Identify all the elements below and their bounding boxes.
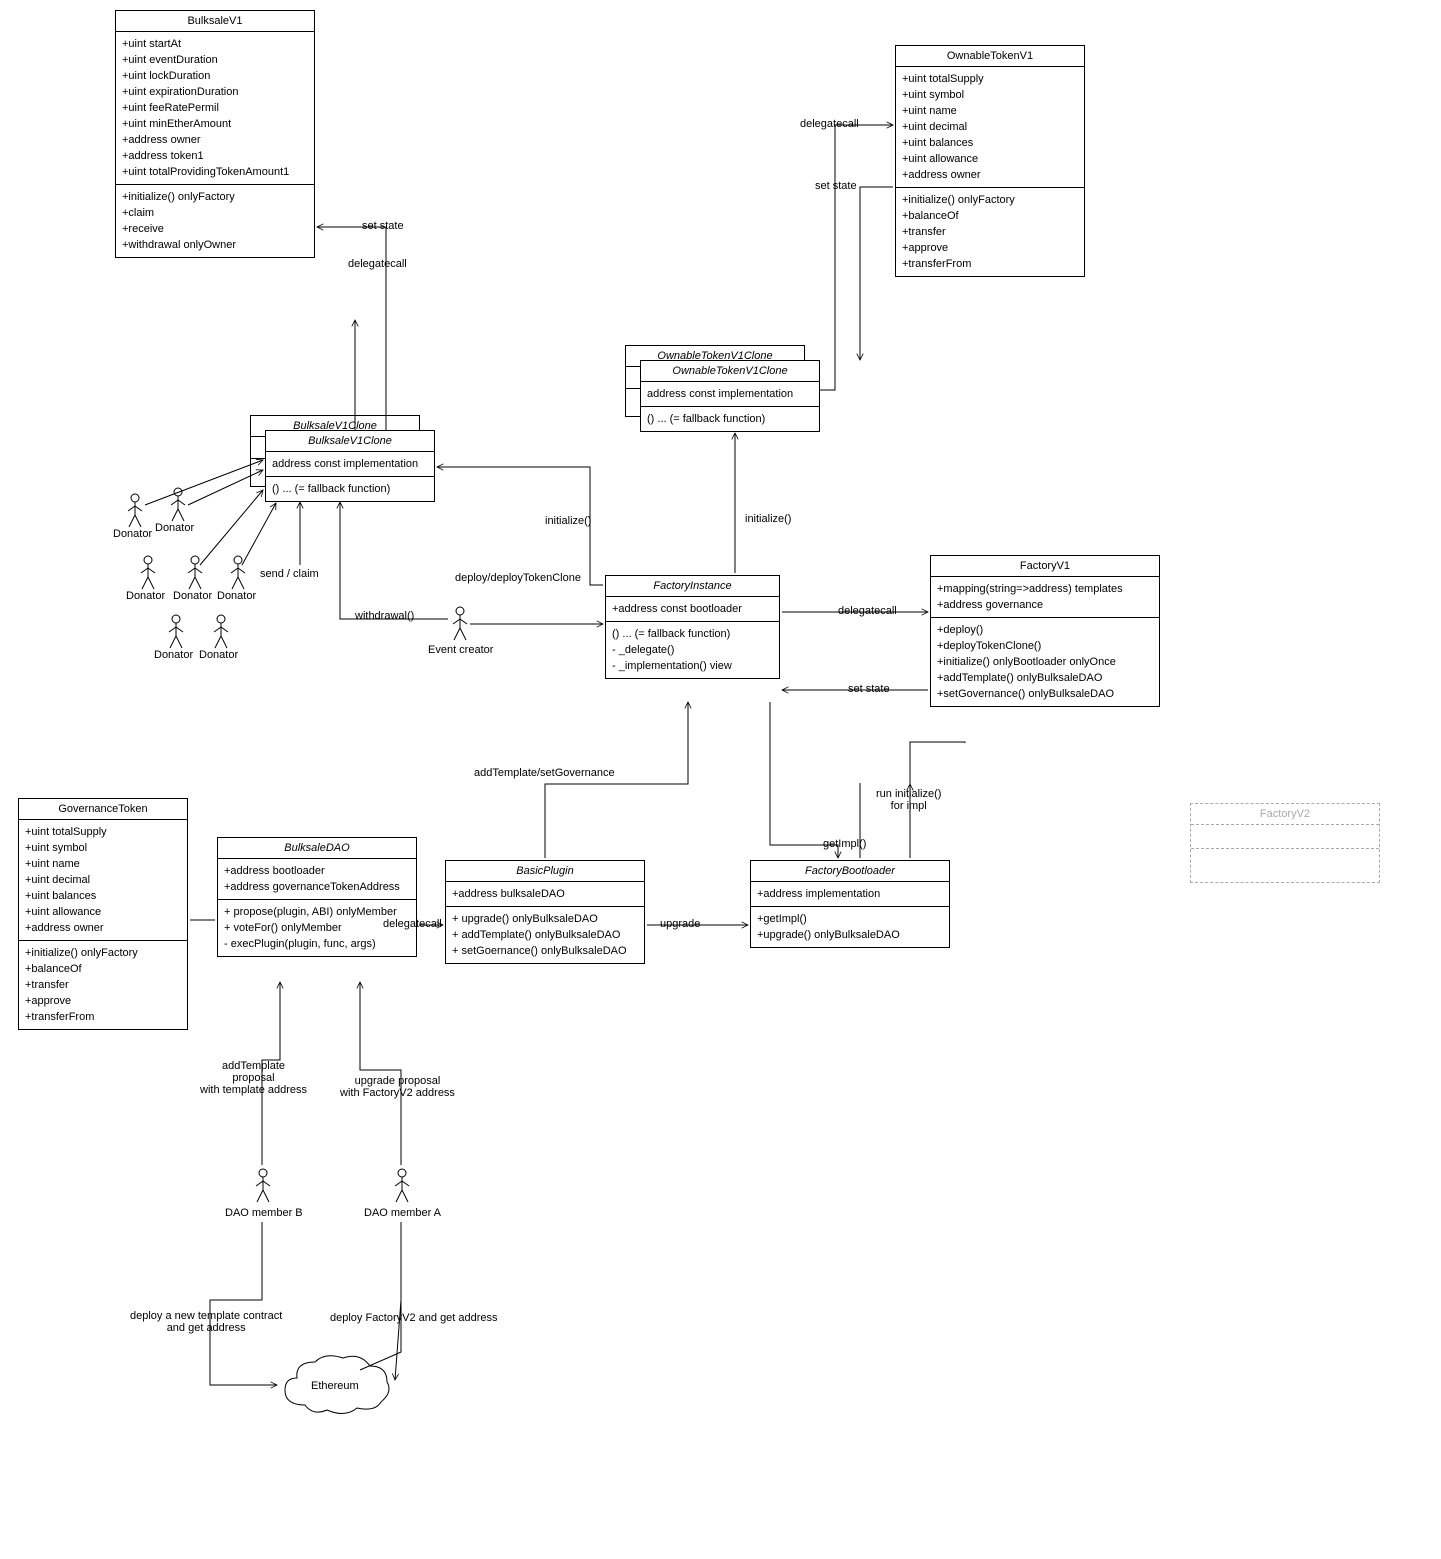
class-title: FactoryBootloader (751, 861, 949, 882)
class-ownable-token-v1-clone: OwnableTokenV1Clone address const implem… (640, 360, 820, 432)
actor-donator (213, 614, 229, 650)
class-factory-instance: FactoryInstance +address const bootloade… (605, 575, 780, 679)
class-title: OwnableTokenV1Clone (641, 361, 819, 382)
class-title: FactoryInstance (606, 576, 779, 597)
actor-dao-member-a (394, 1168, 410, 1204)
methods: +initialize() onlyFactory +claim +receiv… (116, 185, 314, 257)
actor-donator (140, 555, 156, 591)
actor-donator (127, 493, 143, 529)
class-title: BulksaleDAO (218, 838, 416, 859)
class-bulksale-dao: BulksaleDAO +address bootloader +address… (217, 837, 417, 957)
class-title: FactoryV1 (931, 556, 1159, 577)
actor-donator (168, 614, 184, 650)
class-title: GovernanceToken (19, 799, 187, 820)
class-title: BulksaleV1 (116, 11, 314, 32)
class-bulksale-v1: BulksaleV1 +uint startAt +uint eventDura… (115, 10, 315, 258)
class-governance-token: GovernanceToken +uint totalSupply +uint … (18, 798, 188, 1030)
attrs: +uint startAt +uint eventDuration +uint … (116, 32, 314, 185)
ethereum-cloud: Ethereum (275, 1350, 395, 1420)
actor-dao-member-b (255, 1168, 271, 1204)
actor-donator (170, 487, 186, 523)
class-title: OwnableTokenV1 (896, 46, 1084, 67)
class-factory-v2: FactoryV2 (1190, 803, 1380, 883)
attrs: +uint totalSupply +uint symbol +uint nam… (896, 67, 1084, 188)
actor-event-creator (452, 606, 468, 642)
class-ownable-token-v1: OwnableTokenV1 +uint totalSupply +uint s… (895, 45, 1085, 277)
methods: +initialize() onlyFactory +balanceOf +tr… (896, 188, 1084, 276)
class-factory-bootloader: FactoryBootloader +address implementatio… (750, 860, 950, 948)
class-title: BasicPlugin (446, 861, 644, 882)
class-bulksale-v1-clone: BulksaleV1Clone address const implementa… (265, 430, 435, 502)
class-title: FactoryV2 (1191, 804, 1379, 825)
actor-donator (230, 555, 246, 591)
class-factory-v1: FactoryV1 +mapping(string=>address) temp… (930, 555, 1160, 707)
class-basic-plugin: BasicPlugin +address bulksaleDAO + upgra… (445, 860, 645, 964)
class-title: BulksaleV1Clone (266, 431, 434, 452)
actor-donator (187, 555, 203, 591)
